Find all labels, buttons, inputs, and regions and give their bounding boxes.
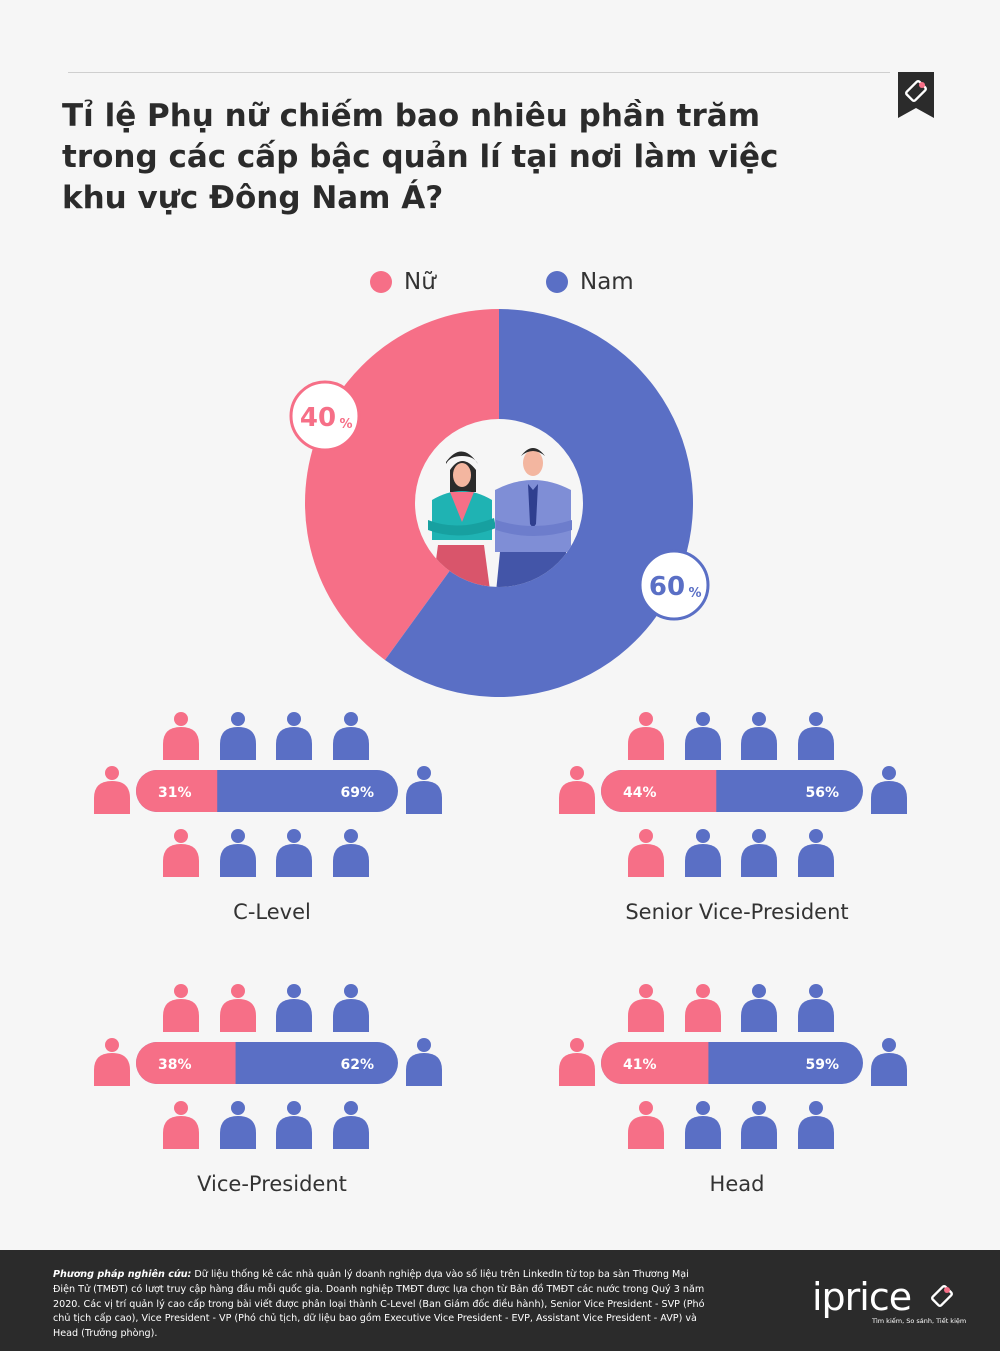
pie-label-male: 60 % bbox=[638, 549, 710, 621]
person-icon-male bbox=[798, 1101, 834, 1149]
person-icon-male bbox=[220, 1101, 256, 1149]
person-icon-female bbox=[628, 829, 664, 877]
pie-label-female: 40 % bbox=[289, 380, 361, 452]
bar-label-male: 62% bbox=[340, 1057, 374, 1073]
legend-label-female: Nữ bbox=[404, 269, 436, 295]
pie-unit-male: % bbox=[688, 586, 701, 601]
person-icon-male bbox=[333, 984, 369, 1032]
person-icon-male bbox=[871, 766, 907, 814]
bar-segment-female bbox=[136, 770, 218, 812]
donut-chart: 40 % 60 % bbox=[289, 309, 710, 697]
person-icon-male bbox=[276, 712, 312, 760]
logo-wordmark: iprice bbox=[812, 1275, 912, 1319]
management-levels-chart: 31% 69% 44% 56% 38% 62% 41% 59% bbox=[94, 712, 907, 1149]
logo-tagline: Tìm kiếm, So sánh, Tiết kiệm bbox=[872, 1317, 967, 1325]
level-label-svp: Senior Vice-President bbox=[625, 900, 849, 924]
person-icon-female bbox=[628, 712, 664, 760]
person-icon-male bbox=[685, 829, 721, 877]
methodology-note: Phương pháp nghiên cứu: Dữ liệu thống kê… bbox=[53, 1268, 713, 1342]
person-icon-male bbox=[406, 766, 442, 814]
bookmark-tag-icon bbox=[898, 72, 934, 118]
bar-label-female: 44% bbox=[623, 785, 657, 801]
pie-unit-female: % bbox=[339, 417, 352, 432]
person-icon-female bbox=[163, 829, 199, 877]
person-icon-male bbox=[798, 712, 834, 760]
person-icon-female bbox=[163, 712, 199, 760]
bar-label-male: 69% bbox=[340, 785, 374, 801]
person-icon-male bbox=[798, 984, 834, 1032]
couple-illustration bbox=[428, 448, 572, 587]
person-icon-male bbox=[220, 829, 256, 877]
person-icon-male bbox=[276, 984, 312, 1032]
person-icon-female bbox=[628, 1101, 664, 1149]
person-icon-male bbox=[798, 829, 834, 877]
top-divider bbox=[68, 72, 890, 73]
bar-label-female: 38% bbox=[158, 1057, 192, 1073]
person-icon-male bbox=[333, 1101, 369, 1149]
page-title: Tỉ lệ Phụ nữ chiếm bao nhiêu phần trăm t… bbox=[62, 98, 779, 216]
person-icon-male bbox=[741, 1101, 777, 1149]
man-illustration bbox=[495, 448, 572, 587]
person-icon-male bbox=[871, 1038, 907, 1086]
person-icon-male bbox=[220, 712, 256, 760]
level-group-vp: 38% 62% bbox=[94, 984, 442, 1149]
legend-item-male: Nam bbox=[546, 262, 634, 302]
person-icon-male bbox=[741, 712, 777, 760]
woman-illustration bbox=[428, 451, 496, 587]
footer: Phương pháp nghiên cứu: Dữ liệu thống kê… bbox=[0, 1250, 1000, 1351]
person-icon-male bbox=[333, 829, 369, 877]
level-label-c-level: C-Level bbox=[233, 900, 311, 924]
level-group-c-level: 31% 69% bbox=[94, 712, 442, 877]
legend-swatch-female bbox=[370, 271, 392, 293]
person-icon-male bbox=[406, 1038, 442, 1086]
iprice-logo[interactable]: iprice Tìm kiếm, So sánh, Tiết kiệm bbox=[812, 1275, 966, 1328]
person-icon-female bbox=[163, 1101, 199, 1149]
person-icon-female bbox=[685, 984, 721, 1032]
pie-value-female: 40 bbox=[300, 403, 336, 433]
person-icon-male bbox=[741, 984, 777, 1032]
person-icon-male bbox=[685, 1101, 721, 1149]
bar-segment-female bbox=[136, 1042, 236, 1084]
legend-item-female: Nữ bbox=[370, 262, 436, 302]
pie-value-male: 60 bbox=[649, 572, 685, 602]
person-icon-male bbox=[333, 712, 369, 760]
level-label-vp: Vice-President bbox=[197, 1172, 347, 1196]
level-group-head: 41% 59% bbox=[559, 984, 907, 1149]
person-icon-male bbox=[276, 1101, 312, 1149]
person-icon-male bbox=[741, 829, 777, 877]
person-icon-male bbox=[276, 829, 312, 877]
bar-segment-female bbox=[601, 770, 717, 812]
iprice-tag-icon bbox=[931, 1285, 953, 1307]
methodology-text: Dữ liệu thống kê các nhà quản lý doanh n… bbox=[53, 1269, 705, 1340]
person-icon-female bbox=[628, 984, 664, 1032]
chart-legend: Nữ Nam bbox=[0, 262, 1000, 302]
legend-swatch-male bbox=[546, 271, 568, 293]
level-label-head: Head bbox=[709, 1172, 765, 1196]
person-icon-female bbox=[559, 766, 595, 814]
person-icon-female bbox=[163, 984, 199, 1032]
bar-label-female: 41% bbox=[623, 1057, 657, 1073]
bar-label-male: 56% bbox=[805, 785, 839, 801]
person-icon-female bbox=[94, 766, 130, 814]
person-icon-female bbox=[220, 984, 256, 1032]
bar-segment-female bbox=[601, 1042, 709, 1084]
legend-label-male: Nam bbox=[580, 269, 634, 295]
bar-label-female: 31% bbox=[158, 785, 192, 801]
methodology-label: Phương pháp nghiên cứu: bbox=[53, 1269, 192, 1280]
level-group-svp: 44% 56% bbox=[559, 712, 907, 877]
bar-label-male: 59% bbox=[805, 1057, 839, 1073]
person-icon-male bbox=[685, 712, 721, 760]
person-icon-female bbox=[94, 1038, 130, 1086]
person-icon-female bbox=[559, 1038, 595, 1086]
